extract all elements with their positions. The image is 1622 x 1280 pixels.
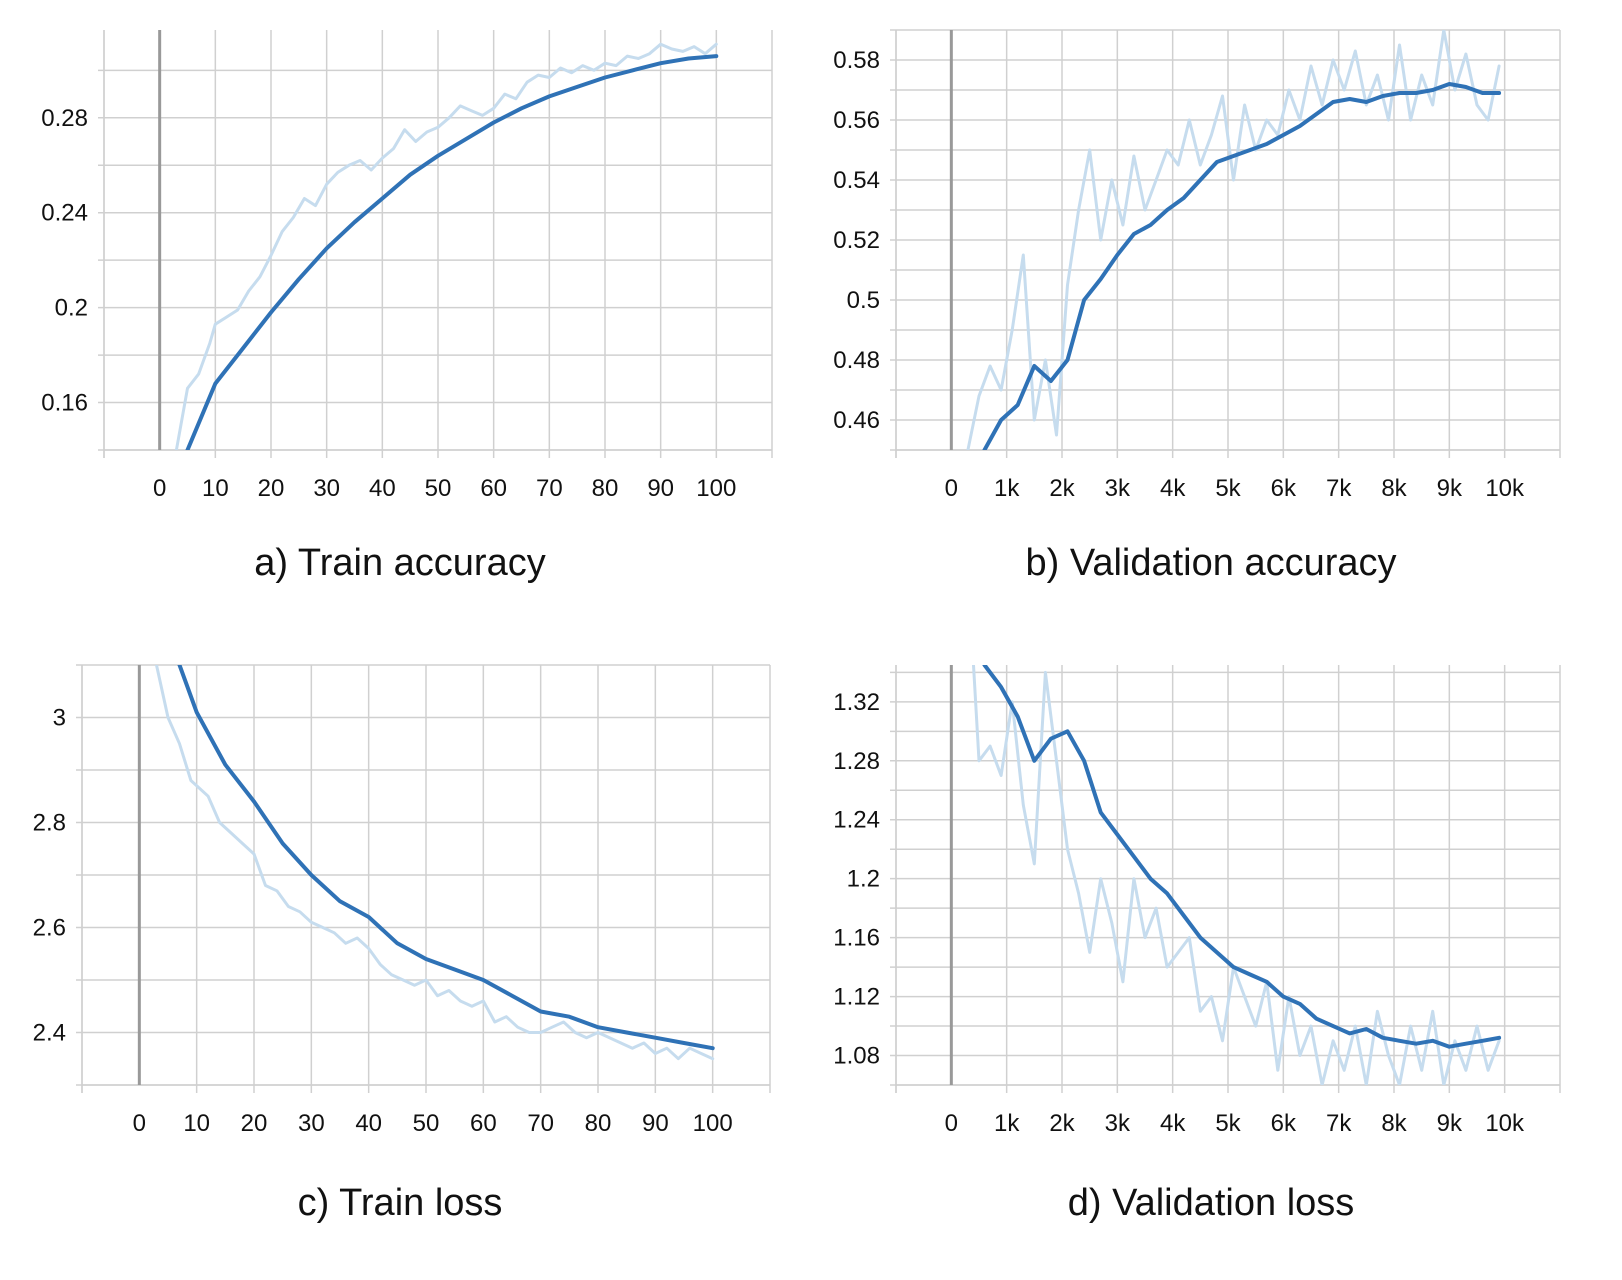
x-tick-label: 6k [1271,475,1297,502]
x-tick-label: 9k [1437,1110,1463,1137]
x-tick-label: 7k [1326,1110,1352,1137]
x-tick-label: 40 [369,475,396,502]
y-tick-label: 1.08 [833,1043,880,1070]
raw-series-line [155,665,715,1061]
x-tick-label: 2k [1049,1110,1075,1137]
x-tick-label: 9k [1437,475,1463,502]
chart-panel-c: 0 10 20 30 40 50 60 70 80 90 100 2.4 2.6 2.8 3 c) Trai… [0,640,800,1260]
y-tick-label: 3 [53,705,66,732]
smoothed-series-line [982,665,1502,1049]
raw-series-line [174,42,718,450]
chart-caption-d: d) Validation loss [1067,1182,1355,1224]
x-tick-label: 4k [1160,475,1186,502]
raw-series-line [966,30,1501,450]
x-tick-label: 0 [133,1110,146,1137]
x-tick-label: 50 [425,475,452,502]
y-tick-label: 0.16 [41,390,88,417]
y-tick-label: 0.24 [41,200,88,227]
x-tick-label: 0 [945,1110,958,1137]
x-tick-label: 60 [480,475,507,502]
y-tick-label: 0.56 [833,107,880,134]
y-tick-label: 2.4 [33,1020,66,1047]
x-tick-label: 20 [241,1110,268,1137]
x-tick-label: 7k [1326,475,1352,502]
chart-caption-b: b) Validation accuracy [1025,542,1397,584]
x-tick-label: 100 [696,475,736,502]
y-tick-label: 0.5 [847,287,880,314]
y-tick-label: 0.52 [833,227,880,254]
y-tick-label: 0.58 [833,47,880,74]
y-tick-label: 2.8 [33,810,66,837]
y-tick-label: 0.46 [833,407,880,434]
smoothed-series-line [185,54,719,450]
x-tick-label: 8k [1381,475,1407,502]
x-tick-label: 1k [994,475,1020,502]
y-tick-label: 1.12 [833,984,880,1011]
y-tick-label: 1.16 [833,925,880,952]
chart-panel-d: 0 1k 2k 3k 4k 5k 6k 7k 8k 9k 10k 1.08 1.12 1.16 1.2 1.2… [800,640,1622,1260]
x-tick-label: 40 [355,1110,382,1137]
x-tick-label: 3k [1105,1110,1131,1137]
x-tick-label: 90 [647,475,674,502]
y-tick-label: 0.2 [55,295,88,322]
x-tick-label: 10 [202,475,229,502]
x-tick-label: 80 [585,1110,612,1137]
x-tick-label: 10k [1485,475,1525,502]
x-tick-label: 2k [1049,475,1075,502]
x-tick-label: 0 [945,475,958,502]
x-tick-label: 60 [470,1110,497,1137]
x-tick-label: 90 [642,1110,669,1137]
x-tick-label: 20 [258,475,285,502]
y-tick-label: 1.24 [833,807,880,834]
smoothed-series-line [982,82,1502,450]
chart-caption-c: c) Train loss [297,1182,503,1224]
x-tick-label: 4k [1160,1110,1186,1137]
raw-series-line [972,665,1501,1085]
x-tick-label: 0 [153,475,166,502]
chart-svg-d: 0 1k 2k 3k 4k 5k 6k 7k 8k 9k 10k 1.08 1.12 1.16 1.2 1.2… [833,665,1561,1137]
x-tick-label: 70 [536,475,563,502]
chart-svg-c: 0 10 20 30 40 50 60 70 80 90 100 2.4 2.6 2.8 3 [33,664,771,1137]
y-tick-label: 1.32 [833,689,880,716]
x-tick-label: 100 [693,1110,733,1137]
chart-svg-b: 0 1k 2k 3k 4k 5k 6k 7k 8k 9k 10k 0.46 0.48 0.5 0.52 0.5… [833,29,1561,502]
x-tick-label: 1k [994,1110,1020,1137]
x-tick-label: 50 [413,1110,440,1137]
chart-svg-a: 0 10 20 30 40 50 60 70 80 90 100 0.16 0.2 0.24 0.28 [41,30,773,502]
x-tick-label: 5k [1215,475,1241,502]
chart-panel-b: 0 1k 2k 3k 4k 5k 6k 7k 8k 9k 10k 0.46 0.48 0.5 0.52 0.5… [800,0,1622,620]
x-tick-label: 30 [298,1110,325,1137]
x-tick-label: 80 [592,475,619,502]
chart-panel-a: 0 10 20 30 40 50 60 70 80 90 100 0.16 0.2 0.24 0.28 a)… [0,0,800,620]
x-tick-label: 30 [313,475,340,502]
y-tick-label: 2.6 [33,915,66,942]
x-tick-label: 10k [1485,1110,1525,1137]
x-tick-label: 5k [1215,1110,1241,1137]
x-tick-label: 3k [1105,475,1131,502]
y-tick-label: 0.28 [41,105,88,132]
x-tick-label: 10 [183,1110,210,1137]
x-tick-label: 70 [527,1110,554,1137]
x-tick-label: 6k [1271,1110,1297,1137]
x-tick-label: 8k [1381,1110,1407,1137]
y-tick-label: 0.54 [833,167,880,194]
chart-caption-a: a) Train accuracy [254,542,546,584]
y-tick-label: 1.2 [847,866,880,893]
y-tick-label: 0.48 [833,347,880,374]
smoothed-series-line [177,665,715,1051]
y-tick-label: 1.28 [833,748,880,775]
